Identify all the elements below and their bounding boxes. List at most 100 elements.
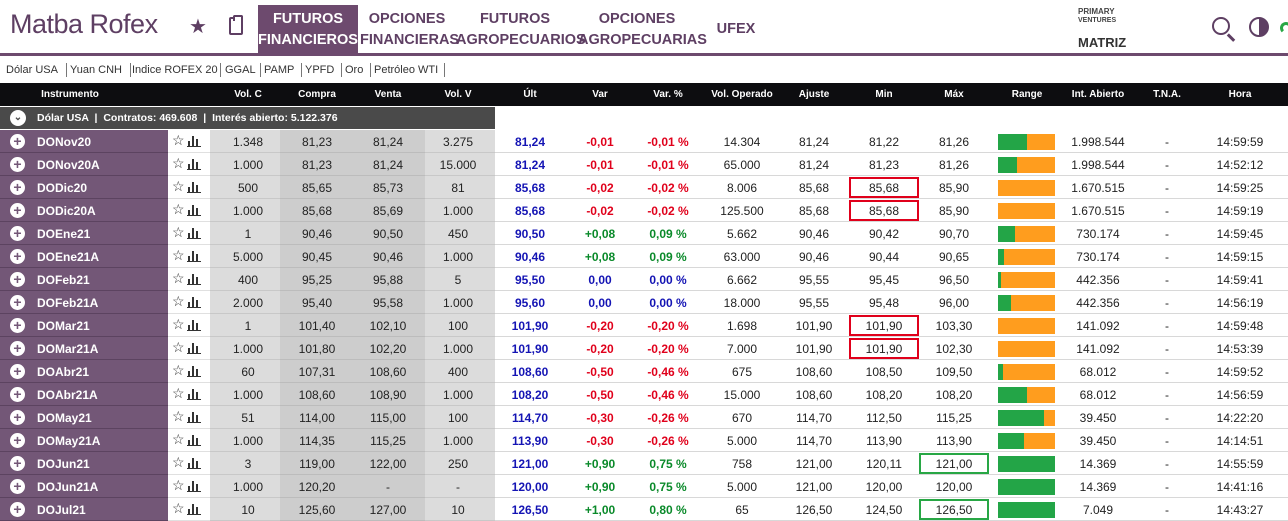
column-header[interactable]: Vol. Operado <box>711 89 773 100</box>
instrument-cell[interactable] <box>0 268 168 291</box>
nav-futuros-financieros[interactable]: FUTUROS FINANCIEROS <box>258 5 358 53</box>
expand-plus-icon[interactable]: + <box>10 479 25 494</box>
table-row[interactable]: + DONov20 ☆ 1.348 81,23 81,24 3.275 81,24 -0,01 -… <box>0 130 1288 153</box>
instrument-cell[interactable] <box>0 176 168 199</box>
column-header[interactable]: Últ <box>523 89 537 100</box>
favorites-star-icon[interactable]: ★ <box>189 16 207 38</box>
column-header[interactable]: Venta <box>374 89 402 100</box>
instrument-cell[interactable] <box>0 406 168 429</box>
instrument-cell[interactable] <box>0 222 168 245</box>
column-header[interactable]: Vol. C <box>234 89 262 100</box>
nav-opciones-financieras[interactable]: OPCIONES FINANCIERAS <box>360 5 459 53</box>
expand-plus-icon[interactable]: + <box>10 226 25 241</box>
ticker-link[interactable]: Indice ROFEX 20 <box>132 64 218 76</box>
column-header[interactable]: Ajuste <box>798 89 830 100</box>
bar-chart-icon[interactable] <box>187 342 201 354</box>
ticker-link[interactable]: YPFD <box>305 64 335 76</box>
bar-chart-icon[interactable] <box>187 250 201 262</box>
nav-opciones-agropecuarias[interactable]: OPCIONES AGROPECUARIAS <box>578 5 707 53</box>
nav-ufex[interactable]: UFEX <box>712 15 760 63</box>
favorite-star-icon[interactable]: ☆ <box>172 431 185 447</box>
instrument-name[interactable]: DOJun21 <box>37 457 90 471</box>
table-row[interactable]: + DOMay21 ☆ 51 114,00 115,00 100 114,70 -0,30 -0,… <box>0 406 1288 429</box>
table-row[interactable]: + DOJul21 ☆ 10 125,60 127,00 10 126,50 +1,00 0,80… <box>0 498 1288 521</box>
clipboard-icon[interactable] <box>229 15 243 35</box>
bar-chart-icon[interactable] <box>187 388 201 400</box>
table-row[interactable]: + DOMar21 ☆ 1 101,40 102,10 100 101,90 -0,20 -0,2… <box>0 314 1288 337</box>
column-header[interactable]: Hora <box>1228 89 1252 100</box>
instrument-cell[interactable] <box>0 199 168 222</box>
instrument-name[interactable]: DOFeb21 <box>37 273 90 287</box>
table-row[interactable]: + DOEne21A ☆ 5.000 90,45 90,46 1.000 90,46 +0,08… <box>0 245 1288 268</box>
instrument-name[interactable]: DODic20A <box>37 204 96 218</box>
instrument-name[interactable]: DONov20A <box>37 158 100 172</box>
expand-plus-icon[interactable]: + <box>10 203 25 218</box>
favorite-star-icon[interactable]: ☆ <box>172 385 185 401</box>
expand-plus-icon[interactable]: + <box>10 249 25 264</box>
column-header[interactable]: Máx <box>944 89 964 100</box>
instrument-name[interactable]: DOEne21 <box>37 227 91 241</box>
bar-chart-icon[interactable] <box>187 411 201 423</box>
column-header[interactable]: Compra <box>298 89 336 100</box>
logo[interactable]: Matba Rofex <box>10 9 158 39</box>
table-row[interactable]: + DODic20 ☆ 500 85,65 85,73 81 85,68 -0,02 -0,02 … <box>0 176 1288 199</box>
contrast-toggle-icon[interactable] <box>1249 17 1269 37</box>
instrument-name[interactable]: DOMay21A <box>37 434 101 448</box>
table-row[interactable]: + DOAbr21A ☆ 1.000 108,60 108,90 1.000 108,20 -0… <box>0 383 1288 406</box>
favorite-star-icon[interactable]: ☆ <box>172 500 185 516</box>
table-row[interactable]: + DOEne21 ☆ 1 90,46 90,50 450 90,50 +0,08 0,09 % 5… <box>0 222 1288 245</box>
table-row[interactable]: + DOMay21A ☆ 1.000 114,35 115,25 1.000 113,90 -0… <box>0 429 1288 452</box>
favorite-star-icon[interactable]: ☆ <box>172 201 185 217</box>
bar-chart-icon[interactable] <box>187 181 201 193</box>
column-header[interactable]: Range <box>1011 89 1043 100</box>
instrument-name[interactable]: DOEne21A <box>37 250 100 264</box>
favorite-star-icon[interactable]: ☆ <box>172 247 185 263</box>
bar-chart-icon[interactable] <box>187 457 201 469</box>
expand-plus-icon[interactable]: + <box>10 295 25 310</box>
column-header[interactable]: Int. Abierto <box>1071 89 1125 100</box>
instrument-cell[interactable] <box>0 291 168 314</box>
bar-chart-icon[interactable] <box>187 158 201 170</box>
favorite-star-icon[interactable]: ☆ <box>172 316 185 332</box>
table-row[interactable]: + DOMar21A ☆ 1.000 101,80 102,20 1.000 101,90 -0… <box>0 337 1288 360</box>
instrument-cell[interactable] <box>0 383 168 406</box>
bar-chart-icon[interactable] <box>187 480 201 492</box>
column-header[interactable]: Instrumento <box>41 89 99 100</box>
instrument-name[interactable]: DOMay21 <box>37 411 92 425</box>
search-icon[interactable] <box>1212 17 1230 35</box>
table-row[interactable]: + DOFeb21 ☆ 400 95,25 95,88 5 95,50 0,00 0,00 % 6.… <box>0 268 1288 291</box>
instrument-name[interactable]: DODic20 <box>37 181 88 195</box>
expand-plus-icon[interactable]: + <box>10 341 25 356</box>
expand-plus-icon[interactable]: + <box>10 180 25 195</box>
instrument-name[interactable]: DOJun21A <box>37 480 99 494</box>
expand-plus-icon[interactable]: + <box>10 502 25 517</box>
expand-plus-icon[interactable]: + <box>10 456 25 471</box>
group-header-dolar-usa[interactable]: ⌄ Dólar USA | Contratos: 469.608 | Inter… <box>0 107 495 129</box>
ticker-link[interactable]: Yuan CNH <box>70 64 122 76</box>
instrument-cell[interactable] <box>0 245 168 268</box>
favorite-star-icon[interactable]: ☆ <box>172 293 185 309</box>
bar-chart-icon[interactable] <box>187 227 201 239</box>
bar-chart-icon[interactable] <box>187 365 201 377</box>
favorite-star-icon[interactable]: ☆ <box>172 155 185 171</box>
favorite-star-icon[interactable]: ☆ <box>172 178 185 194</box>
table-row[interactable]: + DOJun21A ☆ 1.000 120,20 - - 120,00 +0,90 0,75 %… <box>0 475 1288 498</box>
bar-chart-icon[interactable] <box>187 296 201 308</box>
bar-chart-icon[interactable] <box>187 135 201 147</box>
bar-chart-icon[interactable] <box>187 319 201 331</box>
table-row[interactable]: + DONov20A ☆ 1.000 81,23 81,24 15.000 81,24 -0,0… <box>0 153 1288 176</box>
table-row[interactable]: + DOAbr21 ☆ 60 107,31 108,60 400 108,60 -0,50 -0,… <box>0 360 1288 383</box>
column-header[interactable]: Var. % <box>653 89 683 100</box>
instrument-cell[interactable] <box>0 360 168 383</box>
favorite-star-icon[interactable]: ☆ <box>172 224 185 240</box>
instrument-cell[interactable] <box>0 429 168 452</box>
expand-plus-icon[interactable]: + <box>10 364 25 379</box>
ticker-link[interactable]: Petróleo WTI <box>374 64 439 76</box>
favorite-star-icon[interactable]: ☆ <box>172 454 185 470</box>
expand-plus-icon[interactable]: + <box>10 387 25 402</box>
column-header[interactable]: T.N.A. <box>1153 89 1181 100</box>
expand-plus-icon[interactable]: + <box>10 433 25 448</box>
bar-chart-icon[interactable] <box>187 204 201 216</box>
column-header[interactable]: Min <box>875 89 893 100</box>
expand-plus-icon[interactable]: + <box>10 318 25 333</box>
